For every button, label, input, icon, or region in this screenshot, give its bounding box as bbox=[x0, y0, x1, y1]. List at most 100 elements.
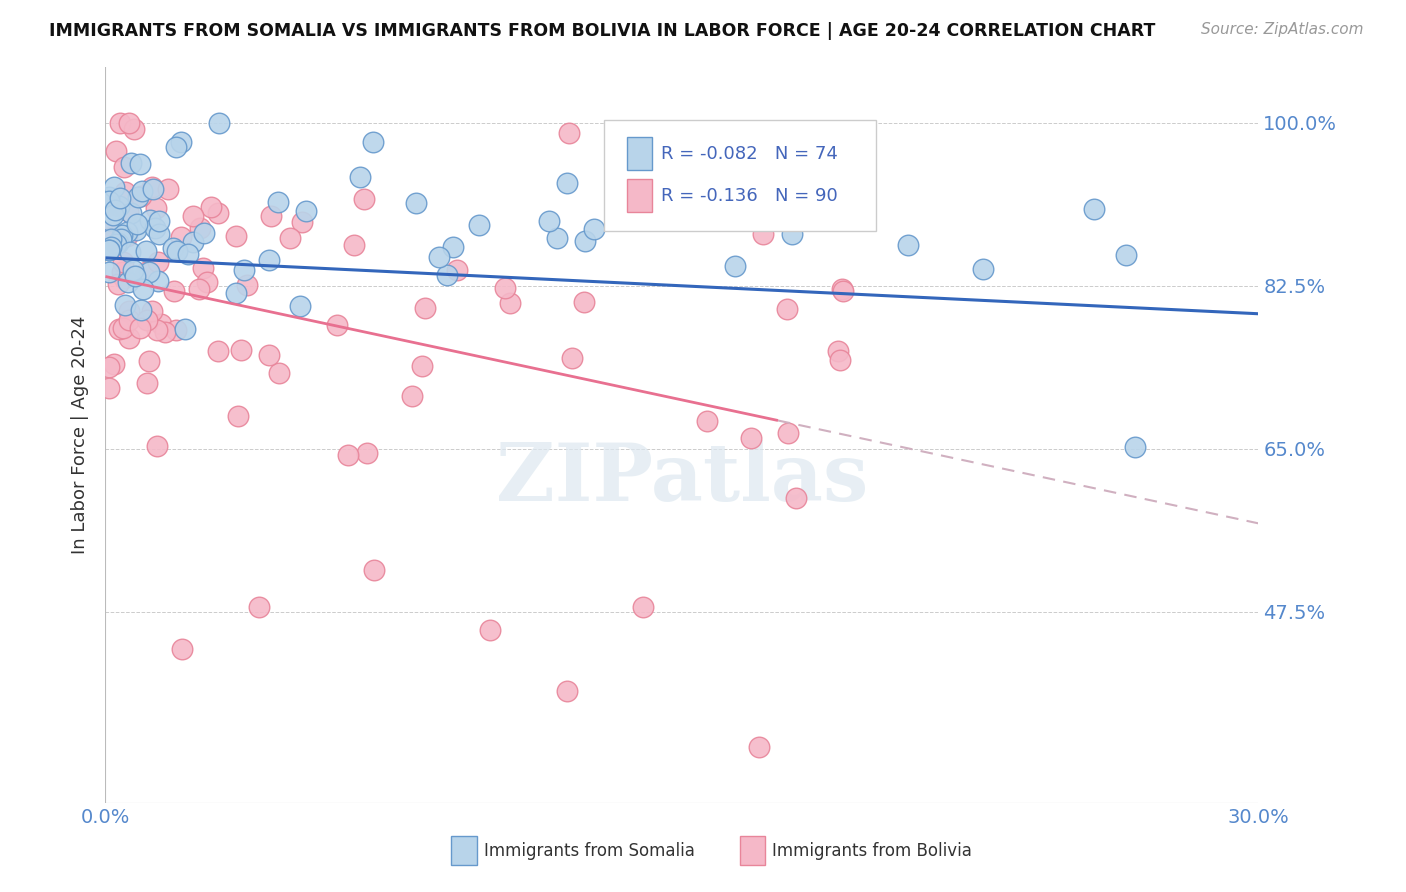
Point bbox=[361, 135, 384, 149]
Point bbox=[208, 116, 231, 130]
Point bbox=[117, 275, 139, 289]
Point bbox=[111, 228, 134, 243]
Point bbox=[129, 321, 152, 335]
Point bbox=[401, 389, 423, 403]
Point bbox=[207, 344, 229, 359]
Point bbox=[427, 250, 450, 264]
Point bbox=[136, 376, 159, 391]
Point bbox=[110, 191, 132, 205]
Point bbox=[127, 190, 149, 204]
Point bbox=[141, 303, 163, 318]
Point bbox=[98, 198, 121, 212]
Point bbox=[118, 303, 141, 318]
Point bbox=[494, 281, 516, 295]
Point bbox=[98, 265, 121, 279]
Point bbox=[118, 313, 141, 327]
Point bbox=[139, 213, 162, 227]
Text: R = -0.082   N = 74: R = -0.082 N = 74 bbox=[661, 145, 838, 162]
Point bbox=[125, 217, 148, 231]
Point bbox=[117, 204, 139, 219]
Point bbox=[780, 227, 803, 242]
Point bbox=[148, 227, 170, 241]
Point bbox=[112, 271, 135, 285]
Text: Immigrants from Bolivia: Immigrants from Bolivia bbox=[772, 842, 972, 860]
Point bbox=[1125, 440, 1147, 454]
Point bbox=[188, 220, 211, 235]
Point bbox=[831, 282, 853, 296]
Point bbox=[291, 215, 314, 229]
Point bbox=[572, 295, 595, 310]
Point bbox=[704, 204, 727, 219]
Point bbox=[169, 230, 191, 244]
Point bbox=[343, 238, 366, 252]
Point bbox=[129, 302, 152, 317]
Point bbox=[166, 323, 188, 337]
Point bbox=[128, 156, 150, 170]
Point bbox=[122, 263, 145, 277]
Point bbox=[226, 409, 249, 423]
Point bbox=[174, 321, 197, 335]
Point bbox=[229, 343, 252, 357]
Point bbox=[114, 185, 136, 199]
Point bbox=[146, 439, 169, 453]
Point bbox=[155, 325, 177, 339]
Point bbox=[107, 277, 129, 292]
Point bbox=[100, 240, 122, 254]
Point bbox=[582, 221, 605, 235]
Text: Source: ZipAtlas.com: Source: ZipAtlas.com bbox=[1201, 22, 1364, 37]
Point bbox=[146, 323, 169, 337]
Point bbox=[247, 600, 270, 615]
Point bbox=[172, 642, 194, 657]
Point bbox=[633, 600, 655, 615]
Point bbox=[290, 299, 312, 313]
FancyBboxPatch shape bbox=[603, 120, 876, 231]
Point bbox=[405, 196, 427, 211]
Point bbox=[131, 184, 153, 198]
Point bbox=[832, 285, 855, 299]
Point bbox=[166, 244, 188, 259]
Point bbox=[103, 207, 125, 221]
Point bbox=[278, 231, 301, 245]
Point bbox=[574, 234, 596, 248]
Point bbox=[724, 259, 747, 273]
Text: IMMIGRANTS FROM SOMALIA VS IMMIGRANTS FROM BOLIVIA IN LABOR FORCE | AGE 20-24 CO: IMMIGRANTS FROM SOMALIA VS IMMIGRANTS FR… bbox=[49, 22, 1156, 40]
Point bbox=[446, 263, 468, 277]
Point bbox=[141, 180, 163, 194]
Point bbox=[441, 240, 464, 254]
Point bbox=[191, 261, 214, 276]
Point bbox=[162, 241, 184, 255]
Point bbox=[98, 225, 121, 239]
Point bbox=[138, 265, 160, 279]
Bar bbox=[740, 836, 765, 865]
Point bbox=[105, 236, 128, 251]
Point bbox=[413, 301, 436, 315]
Point bbox=[499, 295, 522, 310]
Point bbox=[353, 192, 375, 206]
Point bbox=[165, 140, 187, 154]
Point bbox=[776, 302, 799, 317]
Bar bbox=[627, 179, 652, 212]
Point bbox=[830, 353, 852, 368]
Point bbox=[98, 194, 121, 209]
Point bbox=[187, 282, 209, 296]
Point bbox=[117, 228, 139, 243]
Point bbox=[112, 160, 135, 174]
Point bbox=[145, 201, 167, 215]
Point bbox=[363, 563, 385, 577]
Point bbox=[827, 343, 849, 358]
Point bbox=[156, 182, 179, 196]
Point bbox=[225, 285, 247, 300]
Point bbox=[181, 235, 204, 249]
Point bbox=[555, 177, 578, 191]
Point bbox=[260, 209, 283, 223]
Point bbox=[163, 284, 186, 298]
Bar bbox=[451, 836, 477, 865]
Point bbox=[200, 200, 222, 214]
Point bbox=[336, 449, 359, 463]
Point bbox=[105, 144, 128, 158]
Point bbox=[1083, 202, 1105, 217]
Point bbox=[122, 122, 145, 136]
Point bbox=[107, 236, 129, 251]
Point bbox=[259, 253, 281, 268]
Point bbox=[478, 624, 501, 638]
